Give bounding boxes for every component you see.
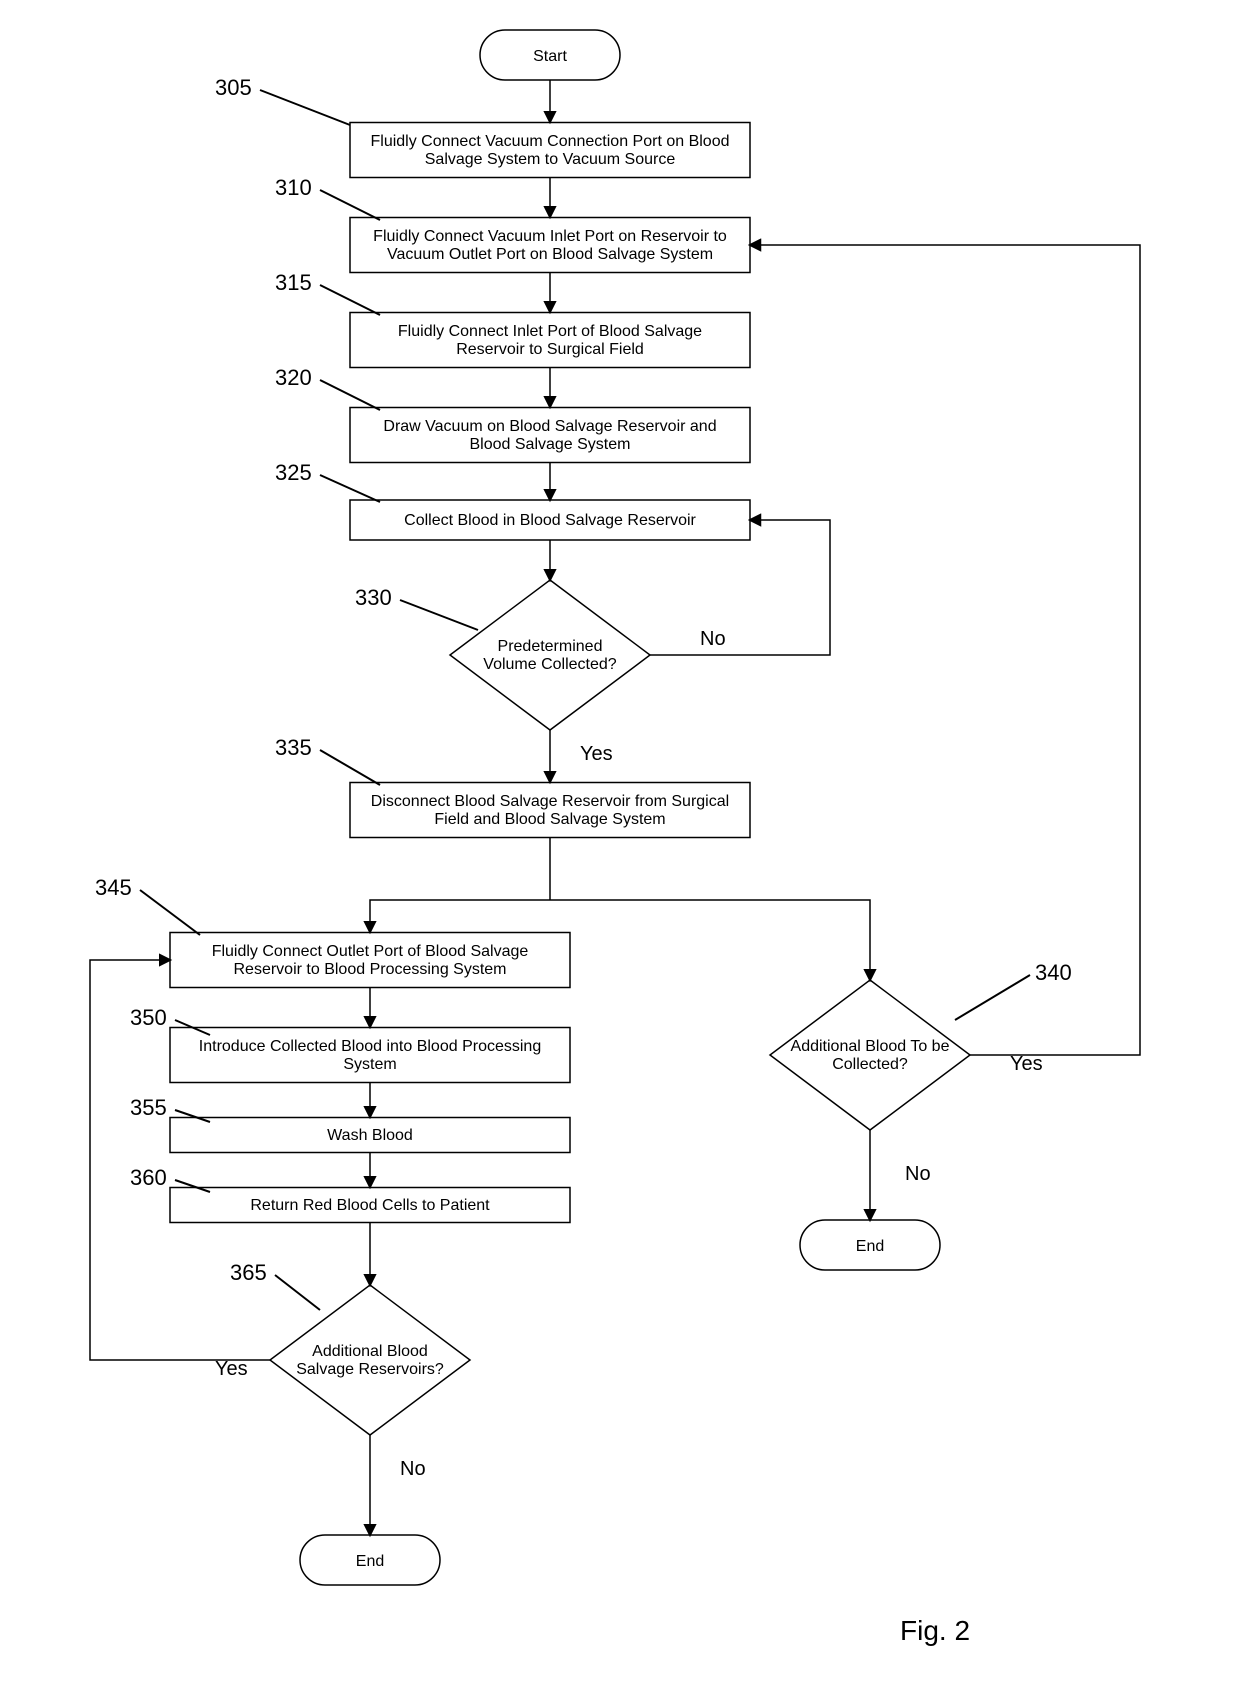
- node-n320: Draw Vacuum on Blood Salvage Reservoir a…: [350, 408, 750, 463]
- svg-text:340: 340: [1035, 960, 1072, 985]
- svg-text:Fluidly Connect Vacuum Inlet P: Fluidly Connect Vacuum Inlet Port on Res…: [373, 228, 727, 245]
- svg-text:Start: Start: [533, 48, 567, 65]
- connector-split-340: [550, 900, 870, 980]
- svg-text:Vacuum Outlet Port on Blood Sa: Vacuum Outlet Port on Blood Salvage Syst…: [387, 246, 713, 263]
- node-n355: Wash Blood: [170, 1118, 570, 1153]
- svg-text:Salvage System to Vacuum Sourc: Salvage System to Vacuum Source: [425, 151, 676, 168]
- svg-text:330: 330: [355, 585, 392, 610]
- connector-split-345: [370, 900, 550, 932]
- ref-345: 345: [95, 875, 200, 935]
- flowchart: Start Fluidly Connect Vacuum Connection P…: [0, 0, 1240, 1686]
- node-n360: Return Red Blood Cells to Patient: [170, 1188, 570, 1223]
- svg-text:Fluidly Connect Vacuum Connect: Fluidly Connect Vacuum Connection Port o…: [370, 133, 729, 150]
- branch-d330_yes: Yes: [580, 743, 613, 765]
- svg-text:Draw Vacuum on Blood Salvage R: Draw Vacuum on Blood Salvage Reservoir a…: [383, 418, 716, 435]
- ref-310: 310: [275, 175, 380, 220]
- svg-text:End: End: [856, 1238, 884, 1255]
- svg-text:345: 345: [95, 875, 132, 900]
- ref-330: 330: [355, 585, 478, 630]
- connector-340-yes-310: [750, 245, 1140, 1055]
- node-end2: End: [300, 1535, 440, 1585]
- node-d330: PredeterminedVolume Collected?: [450, 580, 650, 730]
- node-n310: Fluidly Connect Vacuum Inlet Port on Res…: [350, 218, 750, 273]
- svg-text:Wash Blood: Wash Blood: [327, 1127, 413, 1144]
- svg-text:335: 335: [275, 735, 312, 760]
- node-d365: Additional BloodSalvage Reservoirs?: [270, 1285, 470, 1435]
- node-n325: Collect Blood in Blood Salvage Reservoir: [350, 500, 750, 540]
- node-d340: Additional Blood To beCollected?: [770, 980, 970, 1130]
- svg-text:Reservoir to Blood Processing: Reservoir to Blood Processing System: [234, 961, 507, 978]
- svg-text:System: System: [343, 1056, 396, 1073]
- node-start: Start: [480, 30, 620, 80]
- svg-text:355: 355: [130, 1095, 167, 1120]
- ref-305: 305: [215, 75, 350, 125]
- ref-365: 365: [230, 1260, 320, 1310]
- svg-text:360: 360: [130, 1165, 167, 1190]
- ref-340: 340: [955, 960, 1072, 1020]
- node-n350: Introduce Collected Blood into Blood Pro…: [170, 1028, 570, 1083]
- svg-text:315: 315: [275, 270, 312, 295]
- svg-text:350: 350: [130, 1005, 167, 1030]
- branch-d330_no: No: [700, 628, 726, 650]
- svg-text:Predetermined: Predetermined: [498, 638, 603, 655]
- svg-text:365: 365: [230, 1260, 267, 1285]
- ref-335: 335: [275, 735, 380, 785]
- branch-d340_yes: Yes: [1010, 1053, 1043, 1075]
- svg-text:320: 320: [275, 365, 312, 390]
- node-n305: Fluidly Connect Vacuum Connection Port o…: [350, 123, 750, 178]
- svg-text:Fluidly Connect Outlet Port of: Fluidly Connect Outlet Port of Blood Sal…: [212, 943, 529, 960]
- svg-text:310: 310: [275, 175, 312, 200]
- svg-text:Fluidly Connect Inlet Port of: Fluidly Connect Inlet Port of Blood Salv…: [398, 323, 702, 340]
- connector-365-yes-345: [90, 960, 270, 1360]
- svg-text:Collect Blood in Blood Salvage: Collect Blood in Blood Salvage Reservoir: [404, 512, 696, 529]
- node-n315: Fluidly Connect Inlet Port of Blood Salv…: [350, 313, 750, 368]
- ref-320: 320: [275, 365, 380, 410]
- svg-text:Volume Collected?: Volume Collected?: [483, 656, 617, 673]
- node-n335: Disconnect Blood Salvage Reservoir from …: [350, 783, 750, 838]
- svg-text:Disconnect Blood Salvage Reser: Disconnect Blood Salvage Reservoir from …: [371, 793, 729, 810]
- svg-text:Blood Salvage System: Blood Salvage System: [470, 436, 631, 453]
- ref-315: 315: [275, 270, 380, 315]
- svg-text:325: 325: [275, 460, 312, 485]
- svg-text:Additional Blood To be: Additional Blood To be: [791, 1038, 950, 1055]
- ref-325: 325: [275, 460, 380, 502]
- svg-text:Introduce Collected Blood into: Introduce Collected Blood into Blood Pro…: [199, 1038, 541, 1055]
- svg-text:Collected?: Collected?: [832, 1056, 908, 1073]
- svg-text:305: 305: [215, 75, 252, 100]
- node-n345: Fluidly Connect Outlet Port of Blood Sal…: [170, 933, 570, 988]
- svg-text:Field and Blood Salvage System: Field and Blood Salvage System: [434, 811, 665, 828]
- branch-d365_no: No: [400, 1458, 426, 1480]
- svg-text:Salvage Reservoirs?: Salvage Reservoirs?: [296, 1361, 444, 1378]
- branch-d365_yes: Yes: [215, 1358, 248, 1380]
- figure-label: Fig. 2: [900, 1615, 970, 1646]
- branch-d340_no: No: [905, 1163, 931, 1185]
- node-end1: End: [800, 1220, 940, 1270]
- svg-text:Return Red Blood Cells to Pati: Return Red Blood Cells to Patient: [250, 1197, 490, 1214]
- svg-text:Reservoir to Surgical Field: Reservoir to Surgical Field: [456, 341, 644, 358]
- svg-text:End: End: [356, 1553, 384, 1570]
- svg-text:Additional Blood: Additional Blood: [312, 1343, 428, 1360]
